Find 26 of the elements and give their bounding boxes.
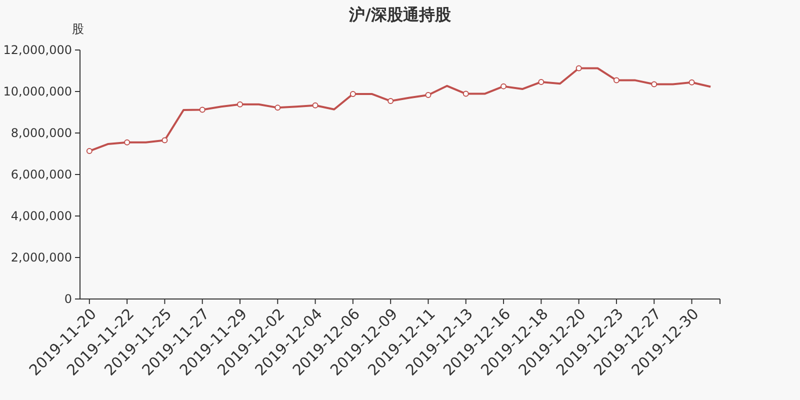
point: [237, 101, 243, 108]
y-tick-label: 12,000,000: [3, 43, 72, 58]
y-tick-label: 4,000,000: [10, 209, 72, 224]
point: [86, 148, 92, 154]
point: [274, 104, 281, 111]
point: [425, 92, 432, 98]
y-tick-label: 10,000,000: [3, 84, 72, 99]
chart-title: 沪/深股通持股: [348, 5, 452, 24]
point: [462, 90, 469, 97]
point: [199, 106, 206, 113]
y-axis-title: 股: [72, 22, 84, 36]
point: [350, 90, 356, 97]
point: [388, 98, 394, 104]
point: [576, 65, 582, 72]
point: [688, 79, 695, 86]
point: [538, 78, 544, 85]
point: [312, 102, 318, 108]
y-tick-label: 0: [64, 292, 72, 306]
y-tick-label: 8,000,000: [10, 126, 72, 140]
y-tick-label: 6,000,000: [10, 168, 72, 182]
point: [124, 139, 130, 146]
point: [162, 137, 168, 144]
point: [651, 81, 658, 88]
point: [500, 83, 507, 90]
point: [613, 77, 620, 84]
y-tick-label: 2,000,000: [10, 250, 72, 265]
